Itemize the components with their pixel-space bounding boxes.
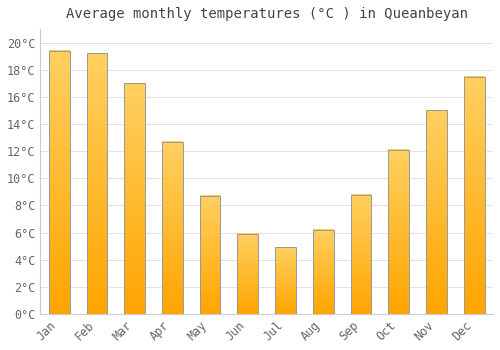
Bar: [124, 83, 145, 314]
Bar: [162, 142, 182, 314]
Bar: [426, 111, 447, 314]
Title: Average monthly temperatures (°C ) in Queanbeyan: Average monthly temperatures (°C ) in Qu…: [66, 7, 468, 21]
Bar: [275, 247, 296, 314]
Bar: [49, 51, 70, 314]
Bar: [388, 150, 409, 314]
Bar: [313, 230, 334, 314]
Bar: [238, 234, 258, 314]
Bar: [464, 77, 484, 314]
Bar: [86, 54, 108, 314]
Bar: [200, 196, 220, 314]
Bar: [350, 195, 372, 314]
